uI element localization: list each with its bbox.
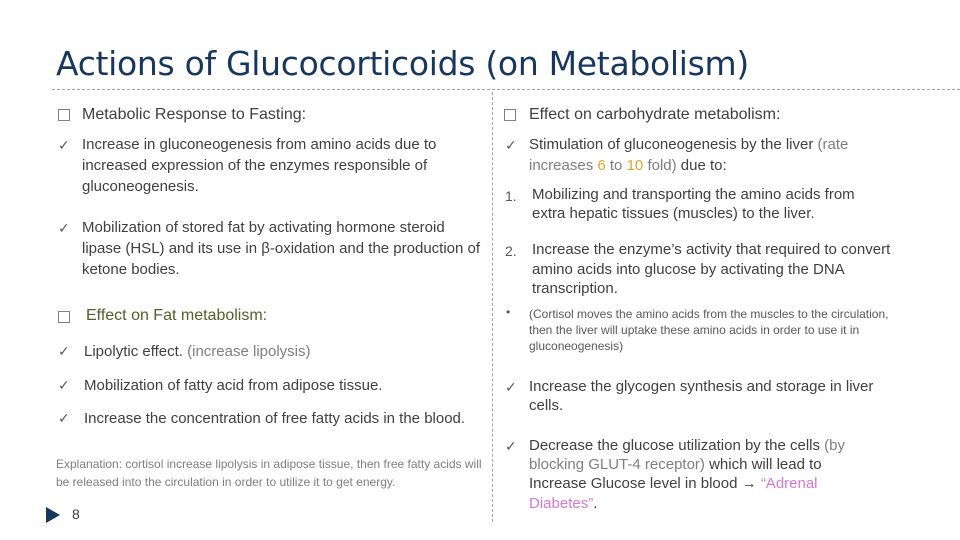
- carbohydrate-heading: Effect on carbohydrate metabolism:: [529, 106, 781, 123]
- check-icon: ✓: [58, 220, 70, 236]
- rate-high: 10: [626, 157, 644, 174]
- period: .: [593, 494, 598, 512]
- title-divider: [52, 89, 960, 90]
- check-icon: ✓: [58, 377, 70, 393]
- glucose-utilization-item: Decrease the glucose utilization by the …: [529, 436, 874, 513]
- square-bullet-icon: [58, 311, 70, 323]
- item-text: due to:: [680, 157, 727, 174]
- item-text: Stimulation of gluconeogenesis by the li…: [529, 136, 814, 153]
- list-number: 2.: [505, 243, 517, 259]
- check-icon: ✓: [58, 410, 70, 426]
- explanation-note: Explanation: cortisol increase lipolysis…: [56, 455, 486, 491]
- check-icon: ✓: [505, 137, 517, 153]
- fat-metabolism-heading: Effect on Fat metabolism:: [86, 307, 268, 324]
- item-text: Decrease the glucose utilization by the …: [529, 437, 820, 454]
- gluconeogenesis-item: Increase in gluconeogenesis from amino a…: [82, 136, 437, 195]
- item-note: (by blocking GLUT-4 receptor): [529, 437, 846, 474]
- dot-icon: •: [506, 305, 511, 319]
- fatty-acid-mobilization-item: Mobilization of fatty acid from adipose …: [84, 377, 383, 394]
- lipolytic-text: Lipolytic effect.: [84, 343, 183, 360]
- rate-low: 6: [597, 157, 606, 174]
- column-divider: [492, 92, 493, 522]
- cortisol-note: (Cortisol moves the amino acids from the…: [529, 307, 889, 353]
- fasting-heading: Metabolic Response to Fasting:: [82, 106, 307, 123]
- adrenal-diabetes: “Adrenal Diabetes”: [529, 475, 818, 512]
- slide-title: Actions of Glucocorticoids (on Metabolis…: [56, 44, 749, 83]
- play-icon: [46, 507, 60, 523]
- arrow-icon: →: [741, 475, 757, 493]
- glycogen-item: Increase the glycogen synthesis and stor…: [529, 378, 874, 414]
- lipolytic-item: Lipolytic effect. (increase lipolysis): [84, 341, 311, 362]
- square-bullet-icon: [504, 109, 516, 121]
- list-number: 1.: [505, 188, 517, 204]
- check-icon: ✓: [505, 438, 517, 454]
- item-note: to: [609, 157, 623, 174]
- page-number: 8: [72, 506, 80, 522]
- check-icon: ✓: [505, 379, 517, 395]
- lipolytic-note: (increase lipolysis): [187, 343, 311, 360]
- sub-item-2: Increase the enzyme’s activity that requ…: [532, 241, 891, 297]
- check-icon: ✓: [58, 343, 70, 359]
- check-icon: ✓: [58, 137, 70, 153]
- item-note: fold): [647, 157, 677, 174]
- gluconeogenesis-liver-item: Stimulation of gluconeogenesis by the li…: [529, 134, 889, 176]
- sub-item-1: Mobilizing and transporting the amino ac…: [532, 186, 855, 222]
- fat-mobilization-item: Mobilization of stored fat by activating…: [82, 219, 481, 278]
- free-fatty-acids-item: Increase the concentration of free fatty…: [84, 410, 466, 427]
- square-bullet-icon: [58, 109, 70, 121]
- item-text: which will lead to Increase Glucose leve…: [529, 456, 822, 493]
- item-note: (rate: [817, 136, 849, 153]
- item-note: increases: [529, 157, 594, 174]
